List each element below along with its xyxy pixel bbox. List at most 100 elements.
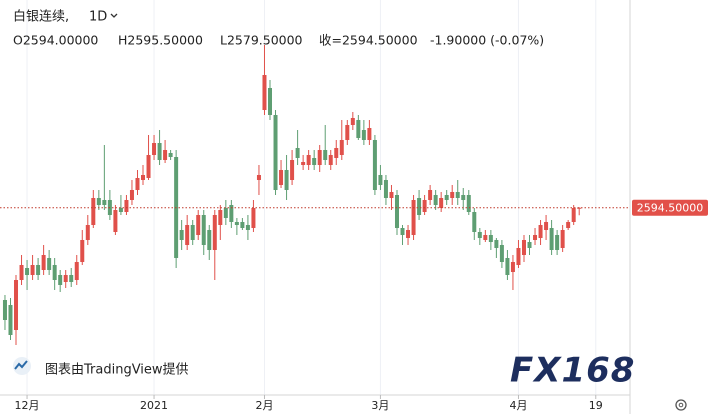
candle-body	[439, 198, 444, 208]
ohlc-value: O2594.00000	[13, 33, 98, 48]
candle-body	[422, 200, 427, 212]
candle-body	[8, 305, 13, 335]
candle-body	[394, 195, 399, 228]
candle-body	[268, 88, 272, 115]
candle-body	[455, 192, 460, 198]
candle-body	[367, 128, 372, 140]
ohlc-value: -1.90000 (-0.07%)	[430, 33, 544, 48]
candle-body	[2, 300, 7, 320]
x-tick-label: 12月	[15, 399, 40, 412]
candle-body	[505, 258, 510, 275]
candle-body	[52, 265, 57, 280]
candle-body	[372, 140, 377, 190]
candle-body	[339, 140, 344, 155]
candle-body	[113, 210, 118, 232]
candle-body	[41, 255, 46, 270]
candle-body	[19, 265, 24, 280]
candle-body	[157, 143, 162, 160]
candle-body	[212, 215, 217, 250]
candle-body	[389, 192, 394, 198]
candle-body	[428, 190, 433, 200]
candle-body	[69, 275, 74, 282]
interval-chevron[interactable]	[110, 13, 118, 18]
candle-body	[201, 215, 206, 245]
watermark: 图表由TradingView提供	[45, 362, 189, 378]
ohlc-value: H2595.50000	[118, 33, 203, 48]
candle-body	[74, 262, 79, 280]
candle-body	[135, 178, 140, 190]
interval[interactable]: 1D	[89, 10, 107, 25]
chart-title: 白银连续,	[13, 9, 69, 25]
candle-body	[306, 155, 311, 165]
candle-body	[555, 235, 560, 250]
candle-body	[521, 240, 526, 255]
candle-body	[488, 235, 493, 242]
candle-body	[323, 150, 328, 160]
candle-body	[499, 245, 504, 262]
candle-body	[245, 225, 250, 230]
gear-hub[interactable]	[678, 402, 684, 408]
candle-body	[577, 207, 582, 209]
candle-body	[80, 240, 85, 262]
candle-body	[234, 222, 239, 225]
last-price-label: 2594.50000	[637, 201, 703, 214]
candle-body	[472, 212, 477, 232]
candle-body	[251, 208, 256, 228]
candle-body	[207, 230, 212, 250]
candle-body	[549, 228, 554, 250]
candle-body	[417, 198, 422, 215]
x-tick-label: 4月	[509, 399, 527, 412]
ohlc-value: L2579.50000	[220, 33, 303, 48]
x-tick-label: 19	[589, 399, 603, 412]
candle-body	[279, 170, 284, 185]
candle-body	[406, 230, 411, 238]
candle-body	[477, 232, 482, 238]
candle-body	[196, 215, 201, 235]
candle-body	[466, 195, 471, 212]
settings-gear[interactable]	[675, 399, 687, 411]
candle-body	[317, 150, 322, 165]
candle-body	[124, 200, 129, 212]
candle-body	[527, 242, 532, 248]
candle-body	[96, 198, 101, 205]
candle-body	[356, 120, 361, 138]
candle-body	[516, 248, 521, 265]
candle-body	[91, 198, 96, 225]
candle-body	[146, 155, 151, 178]
candle-body	[284, 170, 289, 190]
candle-body	[47, 258, 52, 270]
candle-body	[295, 148, 300, 158]
tv-logo-glyph	[14, 360, 28, 370]
candle-body	[129, 190, 134, 200]
candle-body	[544, 222, 549, 230]
candle-body	[301, 162, 306, 165]
gear-ring[interactable]	[675, 399, 687, 411]
candle-body	[334, 148, 339, 158]
candle-body	[450, 192, 455, 198]
candle-body	[30, 265, 35, 275]
candle-body	[383, 180, 388, 198]
candle-body	[494, 240, 499, 248]
candle-body	[571, 208, 576, 222]
candle-body	[566, 222, 571, 228]
x-tick-label: 2月	[255, 399, 273, 412]
candle-body	[185, 225, 190, 245]
candle-body	[190, 225, 195, 240]
candles	[2, 45, 582, 345]
fx168-logo: FX168	[510, 351, 635, 391]
candle-body	[461, 195, 466, 200]
candle-body	[223, 208, 228, 218]
candle-body	[25, 268, 30, 275]
candle-body	[411, 200, 416, 235]
candle-body	[483, 235, 488, 240]
candle-body	[350, 118, 355, 125]
candle-body	[262, 75, 267, 110]
x-tick-label: 2021	[140, 399, 168, 412]
candle-body	[273, 115, 278, 190]
candle-body	[256, 175, 261, 180]
candle-body	[345, 125, 350, 140]
candle-body	[538, 225, 543, 238]
x-tick-label: 3月	[371, 399, 389, 412]
